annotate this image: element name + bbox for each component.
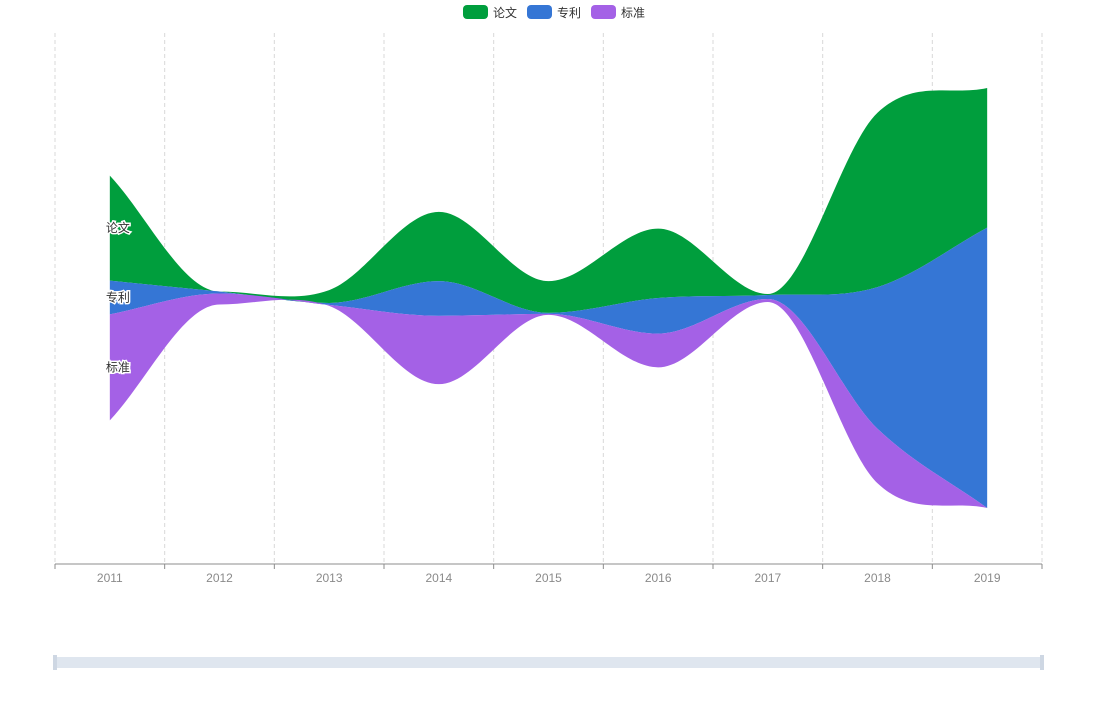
- datazoom-slider[interactable]: [53, 657, 1044, 668]
- x-grid-lines: [54, 33, 1043, 564]
- x-axis: 2011 2012 2013 2014 2015 2016 2017 2018 2019: [54, 563, 1043, 585]
- legend-item[interactable]: 标准: [591, 5, 645, 20]
- x-tick-label: 2018: [864, 571, 891, 585]
- legend-label[interactable]: 专利: [557, 5, 581, 20]
- x-tick-label: 2012: [206, 571, 233, 585]
- x-tick-label: 2019: [974, 571, 1001, 585]
- x-tick-label: 2011: [97, 571, 123, 585]
- x-tick-label: 2014: [425, 571, 452, 585]
- legend[interactable]: 论文 专利 标准: [463, 5, 645, 20]
- stream-layer-3[interactable]: [109, 293, 988, 508]
- x-tick-label: 2015: [535, 571, 562, 585]
- datazoom-handle-right[interactable]: [1040, 655, 1044, 670]
- legend-swatch[interactable]: [527, 5, 552, 19]
- series-label: 论文: [106, 220, 130, 235]
- x-tick-label: 2016: [645, 571, 672, 585]
- series-label: 专利: [106, 290, 130, 305]
- legend-swatch[interactable]: [463, 5, 488, 19]
- legend-item[interactable]: 论文: [463, 5, 517, 20]
- legend-label[interactable]: 标准: [621, 6, 645, 20]
- legend-label[interactable]: 论文: [493, 5, 517, 20]
- series-label: 标准: [106, 360, 130, 374]
- stream-layers[interactable]: [109, 88, 988, 509]
- legend-swatch[interactable]: [591, 5, 616, 19]
- x-tick-label: 2013: [316, 571, 343, 585]
- stream-layer-1[interactable]: [109, 88, 988, 313]
- x-tick-label: 2017: [754, 571, 781, 585]
- datazoom-handle-left[interactable]: [53, 655, 57, 670]
- legend-item[interactable]: 专利: [527, 5, 581, 20]
- stream-layer-2[interactable]: [109, 227, 988, 509]
